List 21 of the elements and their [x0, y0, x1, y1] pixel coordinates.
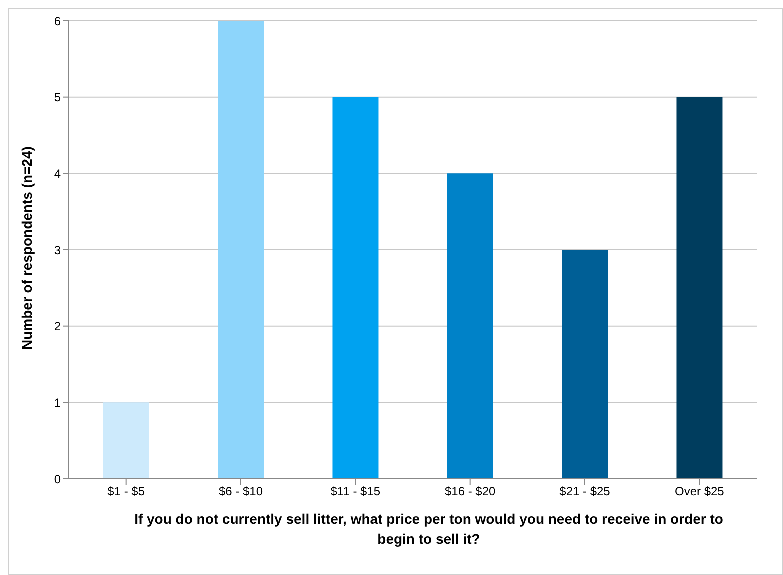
y-tick-label: 5 — [54, 90, 62, 105]
x-axis-title: If you do not currently sell litter, what price per ton would you need to receive in order to begin to sell it? — [134, 510, 724, 549]
x-tick-label: Over $25 — [674, 484, 725, 499]
x-tick-label: $1 - $5 — [108, 484, 146, 499]
x-tick-label: $21 - $25 — [560, 484, 611, 499]
bar — [562, 250, 608, 479]
y-tick-label: 3 — [54, 243, 62, 258]
x-tick-label: $16 - $20 — [444, 484, 496, 499]
y-tick-label: 0 — [54, 472, 62, 486]
bar — [676, 97, 723, 479]
bar — [332, 97, 379, 479]
x-tick-label: $11 - $15 — [330, 484, 381, 499]
bar — [447, 174, 494, 479]
y-tick-label: 2 — [54, 320, 62, 334]
y-tick-label: 6 — [54, 14, 62, 28]
y-axis-title: Number of respondents (n=24) — [18, 146, 35, 350]
x-tick-label: $6 - $10 — [218, 484, 264, 499]
y-tick-label: 1 — [54, 396, 62, 410]
y-tick-label: 4 — [54, 166, 62, 181]
bar — [103, 402, 150, 479]
bar — [218, 21, 264, 479]
